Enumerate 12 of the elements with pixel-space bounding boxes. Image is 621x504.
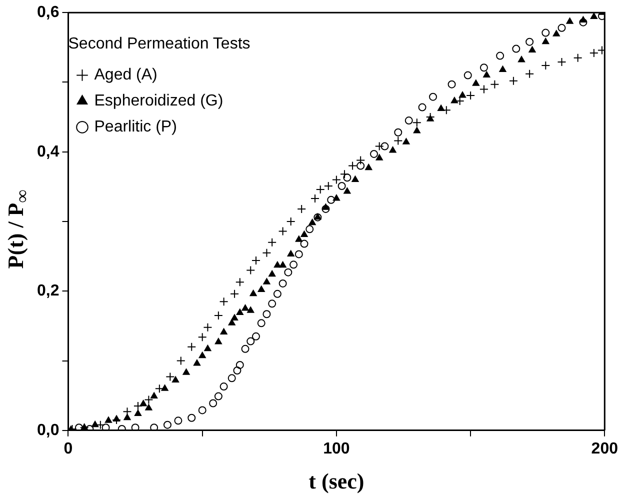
x-tick-label: 200 xyxy=(591,440,618,458)
x-axis-title: t (sec) xyxy=(308,468,364,494)
x-tick-label: 100 xyxy=(323,440,350,458)
y-tick-label: 0,0 xyxy=(36,422,60,439)
legend-title: Second Permeation Tests xyxy=(68,35,250,52)
y-tick-label: 0,4 xyxy=(36,143,60,160)
y-tick-label: 0,6 xyxy=(36,4,60,22)
y-tick-label: 0,2 xyxy=(36,282,60,300)
legend-label: Aged (A) xyxy=(94,66,158,84)
legend-label: Pearlitic (P) xyxy=(94,118,177,136)
x-tick-label: 0 xyxy=(64,440,73,458)
legend-label: Espheroidized (G) xyxy=(94,92,224,110)
